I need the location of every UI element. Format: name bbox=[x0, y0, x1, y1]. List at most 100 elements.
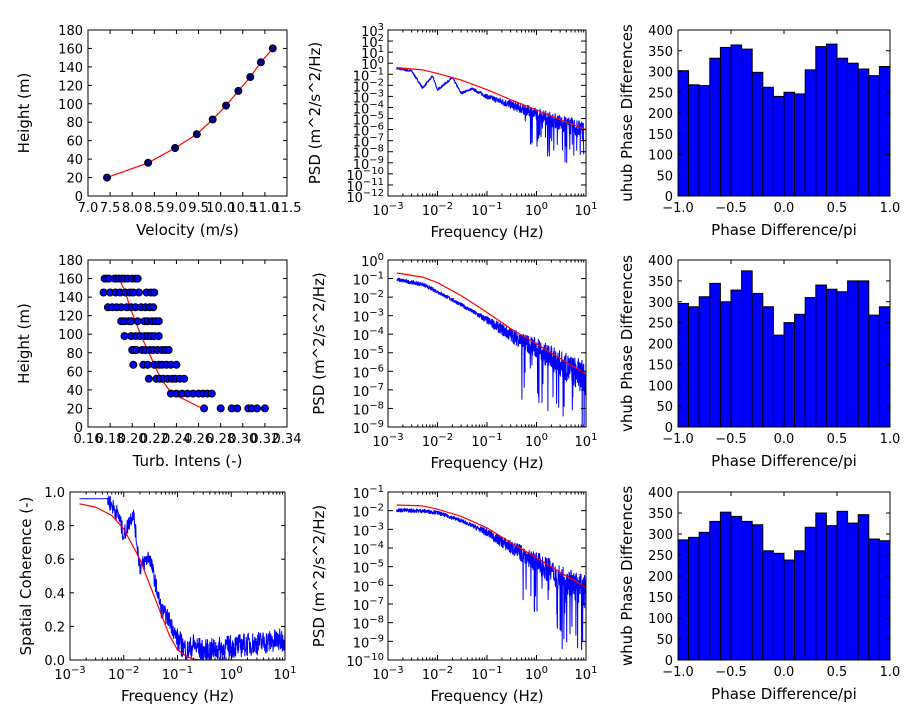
x-tick-label: −0.5 bbox=[715, 665, 747, 680]
histogram-bar bbox=[741, 520, 753, 660]
histogram-bar bbox=[751, 524, 764, 660]
y-tick-label: 0.4 bbox=[44, 587, 65, 602]
x-tick-label: 0.26 bbox=[184, 432, 213, 447]
histogram-bar bbox=[825, 43, 838, 196]
data-point bbox=[216, 404, 225, 413]
data-point bbox=[120, 332, 129, 341]
histogram-bar bbox=[698, 85, 711, 196]
histogram-bar bbox=[804, 297, 817, 427]
data-point bbox=[133, 317, 142, 326]
x-tick-label: 10−2 bbox=[108, 665, 139, 683]
y-tick-label: 150 bbox=[648, 591, 673, 606]
data-point bbox=[172, 360, 181, 369]
data-point bbox=[200, 404, 209, 413]
x-tick-label: 10−2 bbox=[422, 432, 453, 450]
x-tick-label: 11.0 bbox=[250, 201, 279, 216]
x-tick-label: 0.34 bbox=[273, 432, 302, 447]
y-tick-label: 10−5 bbox=[353, 345, 384, 363]
y-tick-label: 10−4 bbox=[353, 540, 384, 558]
y-tick-label: 80 bbox=[66, 347, 83, 362]
axes-frame bbox=[87, 29, 288, 197]
y-tick-label: 10−5 bbox=[353, 559, 384, 577]
y-tick-label: 20 bbox=[66, 402, 83, 417]
y-tick-label: 140 bbox=[58, 61, 83, 76]
y-tick-label: 10−6 bbox=[353, 363, 384, 381]
histogram-bar bbox=[730, 515, 743, 660]
data-point bbox=[144, 158, 153, 167]
data-point bbox=[149, 303, 158, 312]
x-tick-label: −1.0 bbox=[662, 201, 694, 216]
y-tick-label: 20 bbox=[66, 172, 83, 187]
x-axis-label: Phase Difference/pi bbox=[711, 452, 857, 470]
y-axis-label: uhub Phase Differences bbox=[618, 24, 636, 202]
histogram-bar bbox=[857, 514, 870, 660]
y-tick-label: 10−6 bbox=[353, 577, 384, 595]
histogram-bar bbox=[794, 93, 806, 196]
y-tick-label: 40 bbox=[66, 153, 83, 168]
histogram-bar bbox=[762, 306, 774, 427]
measured-spectrum bbox=[396, 277, 586, 427]
x-tick-label: 1.0 bbox=[880, 432, 901, 447]
data-point bbox=[143, 360, 152, 369]
y-axis-label: Height (m) bbox=[15, 303, 33, 384]
y-tick-label: 10−9 bbox=[353, 633, 384, 651]
y-tick-label: 150 bbox=[648, 358, 673, 373]
y-tick-label: 160 bbox=[58, 273, 83, 288]
data-point bbox=[99, 288, 108, 297]
histogram-bar bbox=[804, 69, 817, 196]
x-tick-label: 7.5 bbox=[100, 201, 121, 216]
y-tick-label: 400 bbox=[648, 254, 673, 269]
histogram-bar bbox=[847, 62, 859, 196]
histogram-bar bbox=[762, 550, 774, 660]
plot-area bbox=[396, 504, 586, 651]
x-tick-label: 0.16 bbox=[74, 432, 103, 447]
chart-panel-4: 0.160.180.200.220.240.260.280.300.320.34… bbox=[15, 254, 301, 470]
x-tick-label: 0.5 bbox=[827, 665, 848, 680]
y-tick-label: 0.2 bbox=[44, 620, 65, 635]
data-point bbox=[154, 332, 163, 341]
data-point bbox=[133, 274, 142, 283]
y-tick-label: 100 bbox=[648, 149, 673, 164]
histogram-bar bbox=[836, 57, 849, 196]
x-tick-label: 100 bbox=[525, 201, 548, 219]
data-point bbox=[103, 173, 111, 182]
x-tick-label: 101 bbox=[274, 665, 297, 683]
data-point bbox=[171, 144, 180, 152]
histogram-bar bbox=[836, 510, 849, 660]
histogram-bar bbox=[719, 511, 732, 660]
y-tick-label: 102 bbox=[361, 33, 384, 51]
y-tick-label: 10−1 bbox=[353, 271, 384, 289]
x-tick-label: 10−3 bbox=[372, 432, 403, 450]
data-point bbox=[268, 44, 277, 53]
data-point bbox=[144, 374, 153, 383]
x-axis-label: Phase Difference/pi bbox=[711, 221, 857, 239]
histogram-bar bbox=[698, 531, 711, 660]
y-tick-label: 10−3 bbox=[353, 521, 384, 539]
histogram-bar bbox=[698, 296, 711, 427]
y-tick-label: 10−8 bbox=[353, 615, 384, 633]
data-point bbox=[150, 288, 159, 297]
x-tick-label: −1.0 bbox=[662, 432, 694, 447]
y-tick-label: 180 bbox=[58, 24, 83, 39]
y-tick-label: 100 bbox=[361, 55, 384, 73]
x-tick-label: 10.5 bbox=[228, 201, 257, 216]
fit-line bbox=[396, 504, 586, 588]
y-tick-label: 0.0 bbox=[44, 654, 65, 669]
y-tick-label: 0 bbox=[665, 654, 673, 669]
x-tick-label: 1.0 bbox=[880, 665, 901, 680]
y-tick-label: 1.0 bbox=[44, 486, 65, 501]
y-tick-label: 200 bbox=[648, 107, 673, 122]
histogram-bar bbox=[804, 526, 817, 660]
y-tick-label: 80 bbox=[66, 116, 83, 131]
x-tick-label: 0.22 bbox=[140, 432, 169, 447]
y-tick-label: 10−6 bbox=[353, 122, 384, 140]
axes-frame bbox=[87, 259, 288, 428]
x-tick-label: 0.28 bbox=[206, 432, 235, 447]
x-tick-label: 101 bbox=[575, 201, 598, 219]
chart-panel-9: −1.0 −0.5 0.0 0.5 1.0 0 50 100 150 200 250 300 350 40… bbox=[618, 486, 900, 703]
histogram-bar bbox=[836, 291, 849, 427]
x-tick-label: 10−1 bbox=[162, 665, 193, 683]
y-tick-label: 0.8 bbox=[44, 520, 65, 535]
x-axis-label: Turb. Intens (-) bbox=[132, 452, 243, 470]
